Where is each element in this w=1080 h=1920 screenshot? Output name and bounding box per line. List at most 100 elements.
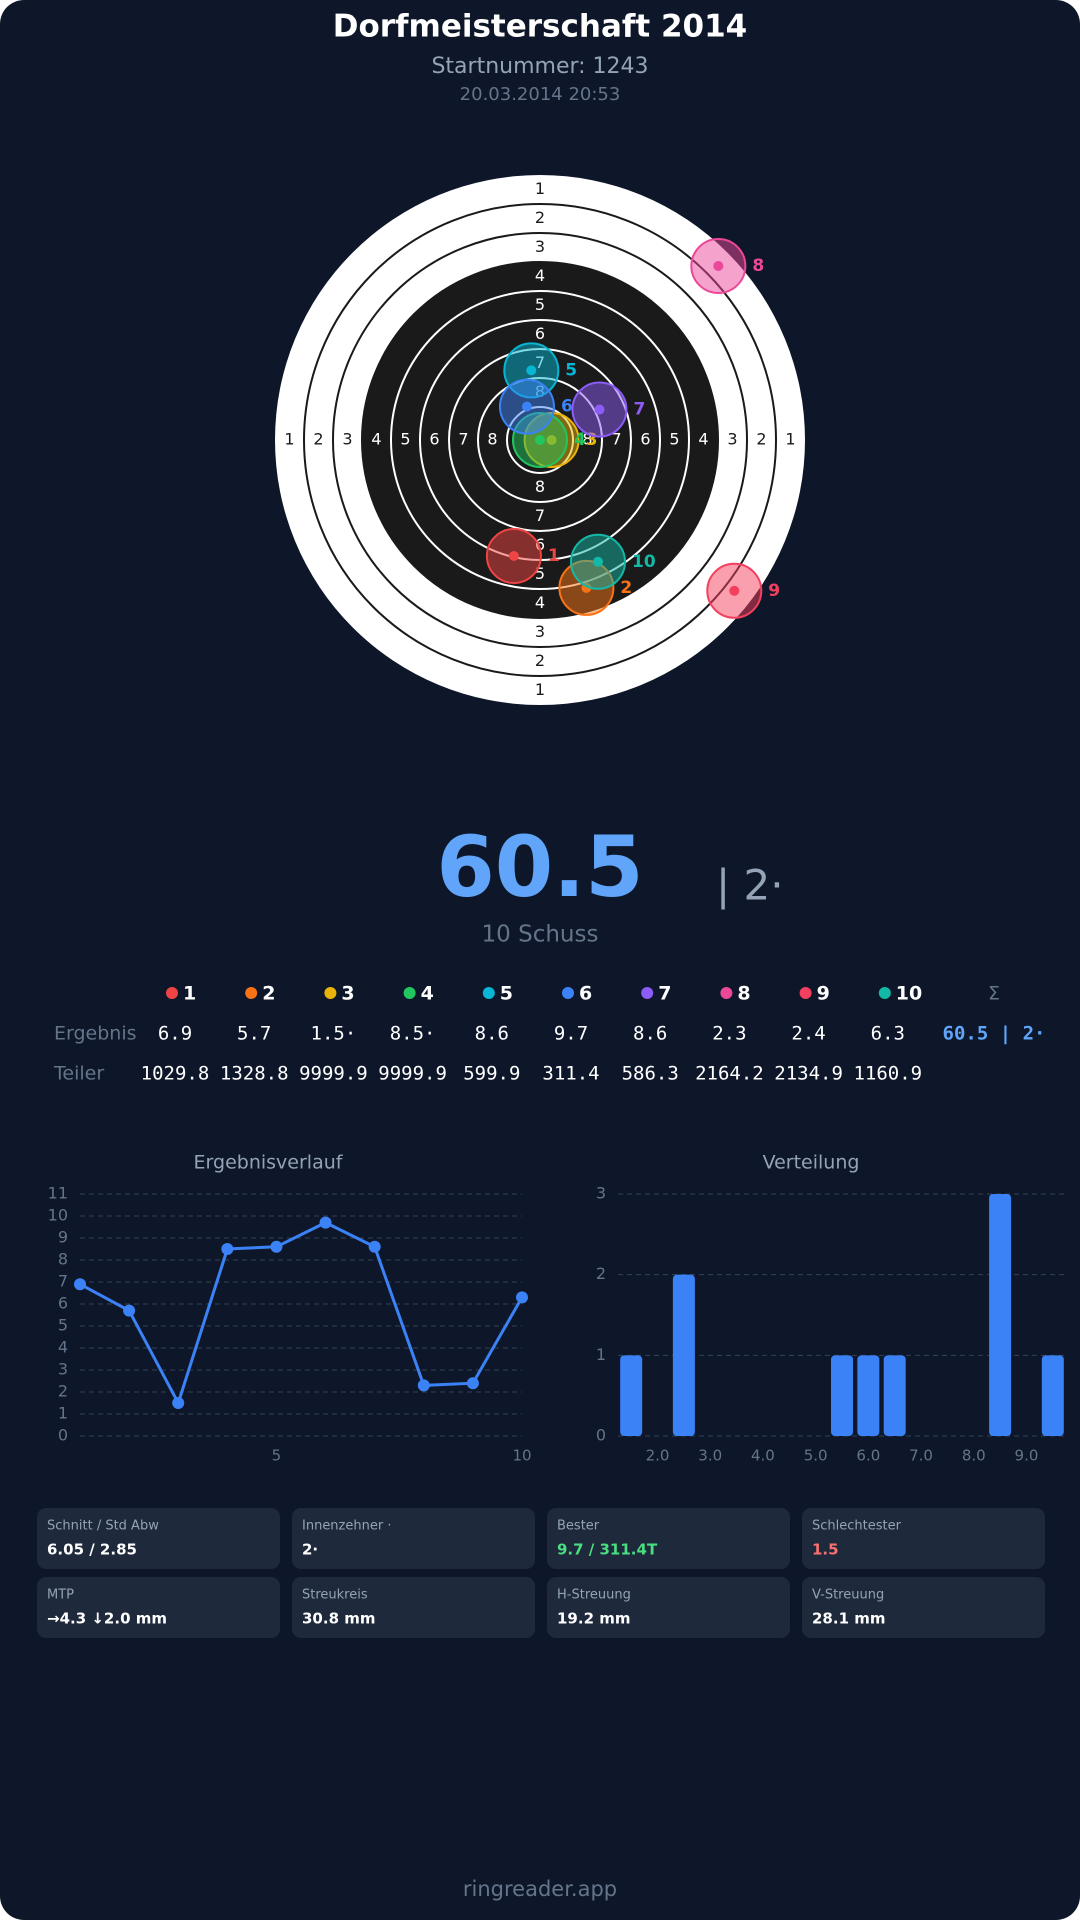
series-point bbox=[123, 1304, 136, 1317]
x-tick-label: 6.0 bbox=[856, 1447, 880, 1465]
legend-label: 2 bbox=[262, 983, 275, 1005]
result-cell: 8.6 bbox=[475, 1023, 509, 1045]
y-tick-label: 3 bbox=[596, 1184, 606, 1203]
start-number: Startnummer: 1243 bbox=[431, 54, 648, 79]
x-tick-label: 3.0 bbox=[698, 1447, 722, 1465]
stat-value: 6.05 / 2.85 bbox=[47, 1541, 137, 1559]
shot-label: 9 bbox=[768, 581, 780, 601]
ring-label: 7 bbox=[611, 430, 621, 449]
x-tick-label: 9.0 bbox=[1015, 1447, 1039, 1465]
stat-card bbox=[292, 1508, 535, 1569]
legend-label: 6 bbox=[579, 983, 592, 1005]
chart-title: Verteilung bbox=[763, 1152, 860, 1174]
series-line bbox=[79, 1220, 524, 1407]
result-cell: 1.5· bbox=[311, 1023, 357, 1045]
bar bbox=[857, 1355, 880, 1436]
shot-label: 3 bbox=[586, 430, 598, 450]
series-point bbox=[270, 1240, 283, 1253]
teiler-cell: 1160.9 bbox=[853, 1063, 922, 1085]
y-tick-label: 2 bbox=[58, 1382, 68, 1401]
y-tick-label: 7 bbox=[58, 1272, 68, 1291]
legend-label: 1 bbox=[183, 983, 196, 1005]
ring-label: 6 bbox=[535, 324, 545, 343]
stat-value: 28.1 mm bbox=[812, 1610, 886, 1628]
x-tick-label: 5.0 bbox=[804, 1447, 828, 1465]
sum-header: Σ bbox=[988, 983, 1000, 1005]
shot-label: 1 bbox=[548, 546, 560, 566]
teiler-cell: 2134.9 bbox=[774, 1063, 843, 1085]
teiler-cell: 586.3 bbox=[622, 1063, 679, 1085]
legend-dot bbox=[562, 987, 574, 999]
shot-dot bbox=[526, 365, 537, 376]
ring-label: 5 bbox=[669, 430, 679, 449]
stat-value: →4.3 ↓2.0 mm bbox=[47, 1610, 167, 1628]
y-tick-label: 3 bbox=[58, 1360, 68, 1379]
series-point bbox=[368, 1240, 381, 1253]
series-point bbox=[74, 1278, 86, 1291]
y-tick-label: 6 bbox=[58, 1294, 68, 1313]
legend-dot bbox=[799, 987, 812, 999]
ring-label: 3 bbox=[727, 430, 737, 449]
series-point bbox=[516, 1291, 528, 1304]
legend-label: 7 bbox=[658, 983, 671, 1005]
y-tick-label: 9 bbox=[58, 1228, 68, 1247]
y-tick-label: 10 bbox=[48, 1206, 68, 1225]
ring-label: 6 bbox=[429, 430, 439, 449]
bar bbox=[883, 1355, 906, 1436]
result-cell: 2.3 bbox=[712, 1023, 746, 1045]
series-point bbox=[417, 1379, 430, 1392]
footer: ringreader.app bbox=[463, 1877, 617, 1901]
teiler-cell: 311.4 bbox=[542, 1063, 599, 1085]
y-tick-label: 0 bbox=[596, 1426, 606, 1445]
legend-dot bbox=[403, 987, 416, 999]
inner-tens: | 2· bbox=[716, 861, 784, 910]
teiler-cell: 599.9 bbox=[463, 1063, 520, 1085]
shot-label: 4 bbox=[574, 430, 586, 450]
teiler-cell: 9999.9 bbox=[378, 1063, 447, 1085]
y-tick-label: 0 bbox=[58, 1426, 68, 1445]
stat-card bbox=[37, 1577, 280, 1638]
shot-dot bbox=[508, 551, 519, 561]
x-tick-label: 8.0 bbox=[962, 1447, 986, 1465]
ring-label: 5 bbox=[400, 430, 410, 449]
ring-label: 2 bbox=[535, 651, 545, 670]
ring-label: 6 bbox=[535, 535, 545, 554]
teiler-cell: 1029.8 bbox=[141, 1063, 210, 1085]
sum-cell: 60.5 | 2· bbox=[943, 1023, 1046, 1045]
ring-label: 1 bbox=[535, 179, 545, 198]
shot-label: 7 bbox=[633, 400, 645, 420]
stat-value: 2· bbox=[302, 1541, 318, 1559]
stat-label: Bester bbox=[557, 1519, 600, 1534]
y-tick-label: 11 bbox=[48, 1184, 68, 1203]
stat-label: H-Streuung bbox=[557, 1588, 631, 1603]
shot-label: 10 bbox=[632, 552, 656, 572]
result-cell: 5.7 bbox=[237, 1023, 271, 1045]
datetime: 20.03.2014 20:53 bbox=[460, 84, 621, 105]
legend-dot bbox=[245, 987, 258, 999]
teiler-cell: 2164.2 bbox=[695, 1063, 764, 1085]
bar bbox=[989, 1194, 1012, 1436]
x-tick-label: 5 bbox=[272, 1447, 282, 1465]
shot-dot bbox=[713, 261, 724, 271]
legend-label: 8 bbox=[737, 983, 750, 1005]
x-tick-label: 10 bbox=[512, 1447, 531, 1465]
ring-label: 4 bbox=[698, 430, 708, 449]
row-label: Teiler bbox=[53, 1063, 104, 1085]
chart-title: Ergebnisverlauf bbox=[194, 1152, 344, 1174]
y-tick-label: 2 bbox=[596, 1264, 606, 1283]
legend-dot bbox=[641, 987, 654, 999]
legend-label: 5 bbox=[500, 983, 513, 1005]
bar bbox=[1041, 1355, 1064, 1436]
stat-value: 1.5 bbox=[812, 1541, 839, 1559]
ring-label: 8 bbox=[535, 477, 545, 496]
stat-card bbox=[547, 1577, 790, 1638]
ring-label: 4 bbox=[535, 593, 545, 612]
ring-label: 3 bbox=[342, 430, 352, 449]
legend-dot bbox=[482, 987, 495, 999]
ring-label: 8 bbox=[582, 430, 592, 449]
ring-label: 2 bbox=[756, 430, 766, 449]
shot-dot bbox=[594, 404, 605, 415]
stat-card bbox=[37, 1508, 280, 1569]
